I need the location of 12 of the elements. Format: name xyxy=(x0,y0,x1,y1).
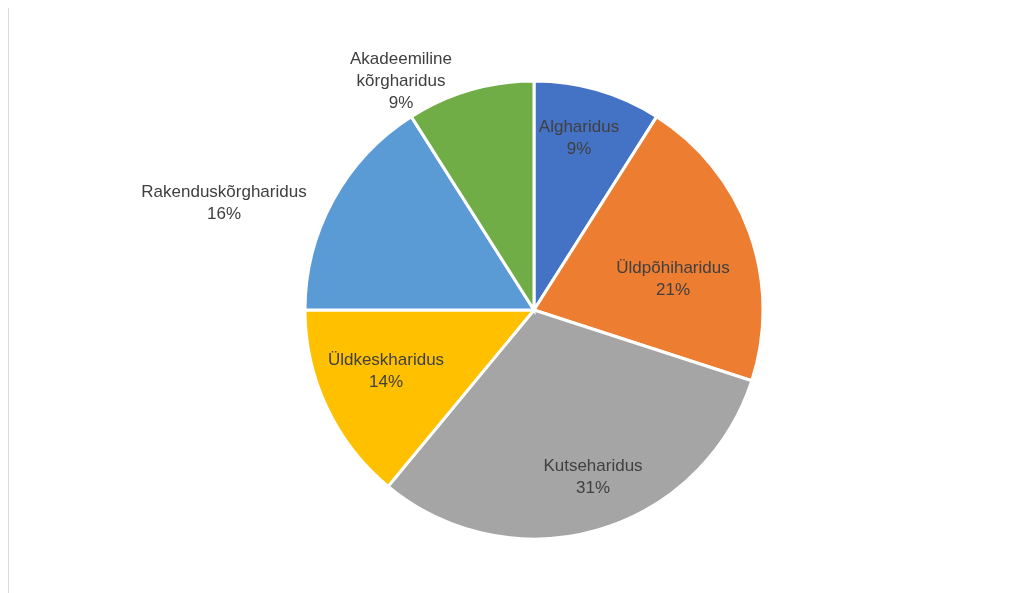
data-label: 14% xyxy=(368,371,404,391)
data-label: 9% xyxy=(566,138,592,158)
data-label: 31% xyxy=(575,477,611,497)
data-label: 21% xyxy=(655,279,691,299)
slice-label: Akadeemiline kõrgharidus xyxy=(349,48,453,90)
slice-label: Üldkeskharidus xyxy=(327,349,445,369)
slice-label: Kutseharidus xyxy=(543,455,643,475)
slice-label: Rakenduskõrgharidus xyxy=(141,181,307,201)
slice-label: Algharidus xyxy=(538,116,620,136)
slice-label: Üldpõhiharidus xyxy=(616,257,730,277)
data-label: 16% xyxy=(206,203,242,223)
data-label: 9% xyxy=(388,92,414,112)
